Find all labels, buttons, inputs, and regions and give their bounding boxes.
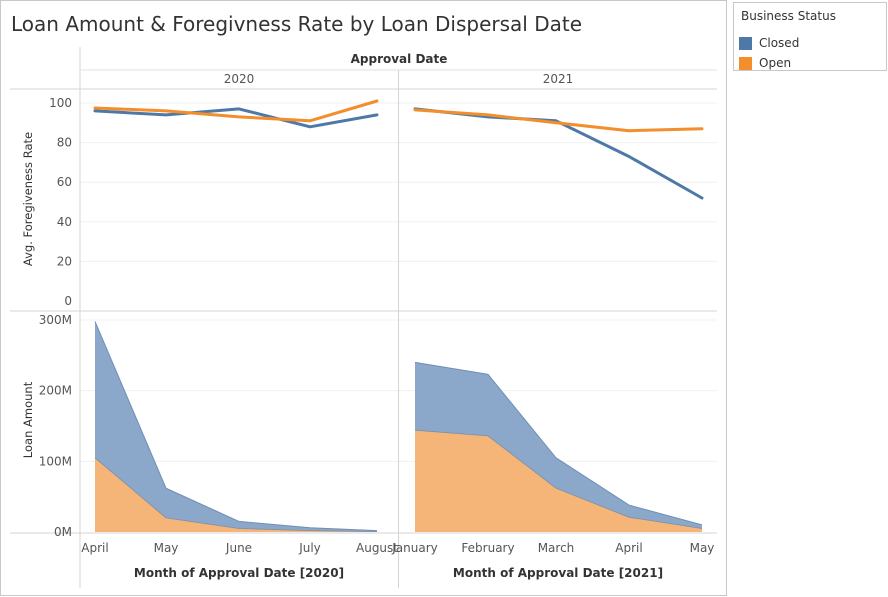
amount-tick-label: 200M	[39, 384, 72, 398]
area-open-2021	[415, 430, 702, 532]
legend: Business Status Closed Open	[733, 2, 887, 71]
chart-canvas: Approval Date 2020 2021 Avg. Foregivenes…	[10, 47, 717, 588]
rate-tick-label: 100	[49, 96, 72, 110]
x-tick-label: May	[690, 541, 715, 555]
column-header-title: Approval Date	[351, 52, 448, 66]
amount-tick-label: 300M	[39, 313, 72, 327]
rate-tick-label: 40	[57, 215, 72, 229]
x-axis-title-2021: Month of Approval Date [2021]	[453, 566, 663, 580]
legend-swatch-closed	[739, 36, 752, 50]
x-tick-label: February	[461, 541, 514, 555]
amount-tick-label: 0M	[54, 525, 72, 539]
rate-tick-label: 0	[64, 294, 72, 308]
x-tick-label: July	[298, 541, 321, 555]
area-edge-open-2021	[414, 429, 703, 529]
rate-line-open-2020	[93, 99, 379, 123]
rate-axis-title: Avg. Foregiveness Rate	[21, 132, 35, 266]
legend-label-closed: Closed	[759, 36, 800, 50]
amount-axis-title: Loan Amount	[21, 381, 35, 458]
x-tick-label: January	[391, 541, 438, 555]
x-tick-label: April	[81, 541, 108, 555]
area-edge-open-2020	[94, 457, 378, 532]
legend-label-open: Open	[759, 56, 792, 70]
chart-title: Loan Amount & Foregivness Rate by Loan D…	[11, 12, 583, 36]
x-tick-label: April	[615, 541, 642, 555]
rate-line-open-2021	[413, 108, 704, 133]
x-axis-title-2020: Month of Approval Date [2020]	[134, 566, 344, 580]
x-tick-label: August	[356, 541, 398, 555]
area-edge-closed-2021	[414, 361, 703, 526]
area-edge-closed-2020	[94, 321, 378, 532]
panel-header-2020: 2020	[224, 72, 255, 86]
legend-swatch-open	[739, 56, 752, 70]
rate-tick-label: 60	[57, 175, 72, 189]
legend-item-open[interactable]: Open	[739, 55, 791, 71]
x-tick-label: March	[538, 541, 575, 555]
rate-tick-label: 20	[57, 254, 72, 268]
legend-title: Business Status	[741, 9, 836, 23]
area-closed-2021	[415, 362, 702, 529]
area-open-2020	[95, 457, 377, 532]
amount-tick-label: 100M	[39, 454, 72, 468]
x-tick-label: May	[154, 541, 179, 555]
panel-header-2021: 2021	[543, 72, 574, 86]
legend-item-closed[interactable]: Closed	[739, 35, 799, 51]
rate-line-closed-2020	[93, 107, 379, 129]
x-tick-label: June	[225, 541, 252, 555]
rate-tick-label: 80	[57, 136, 72, 150]
